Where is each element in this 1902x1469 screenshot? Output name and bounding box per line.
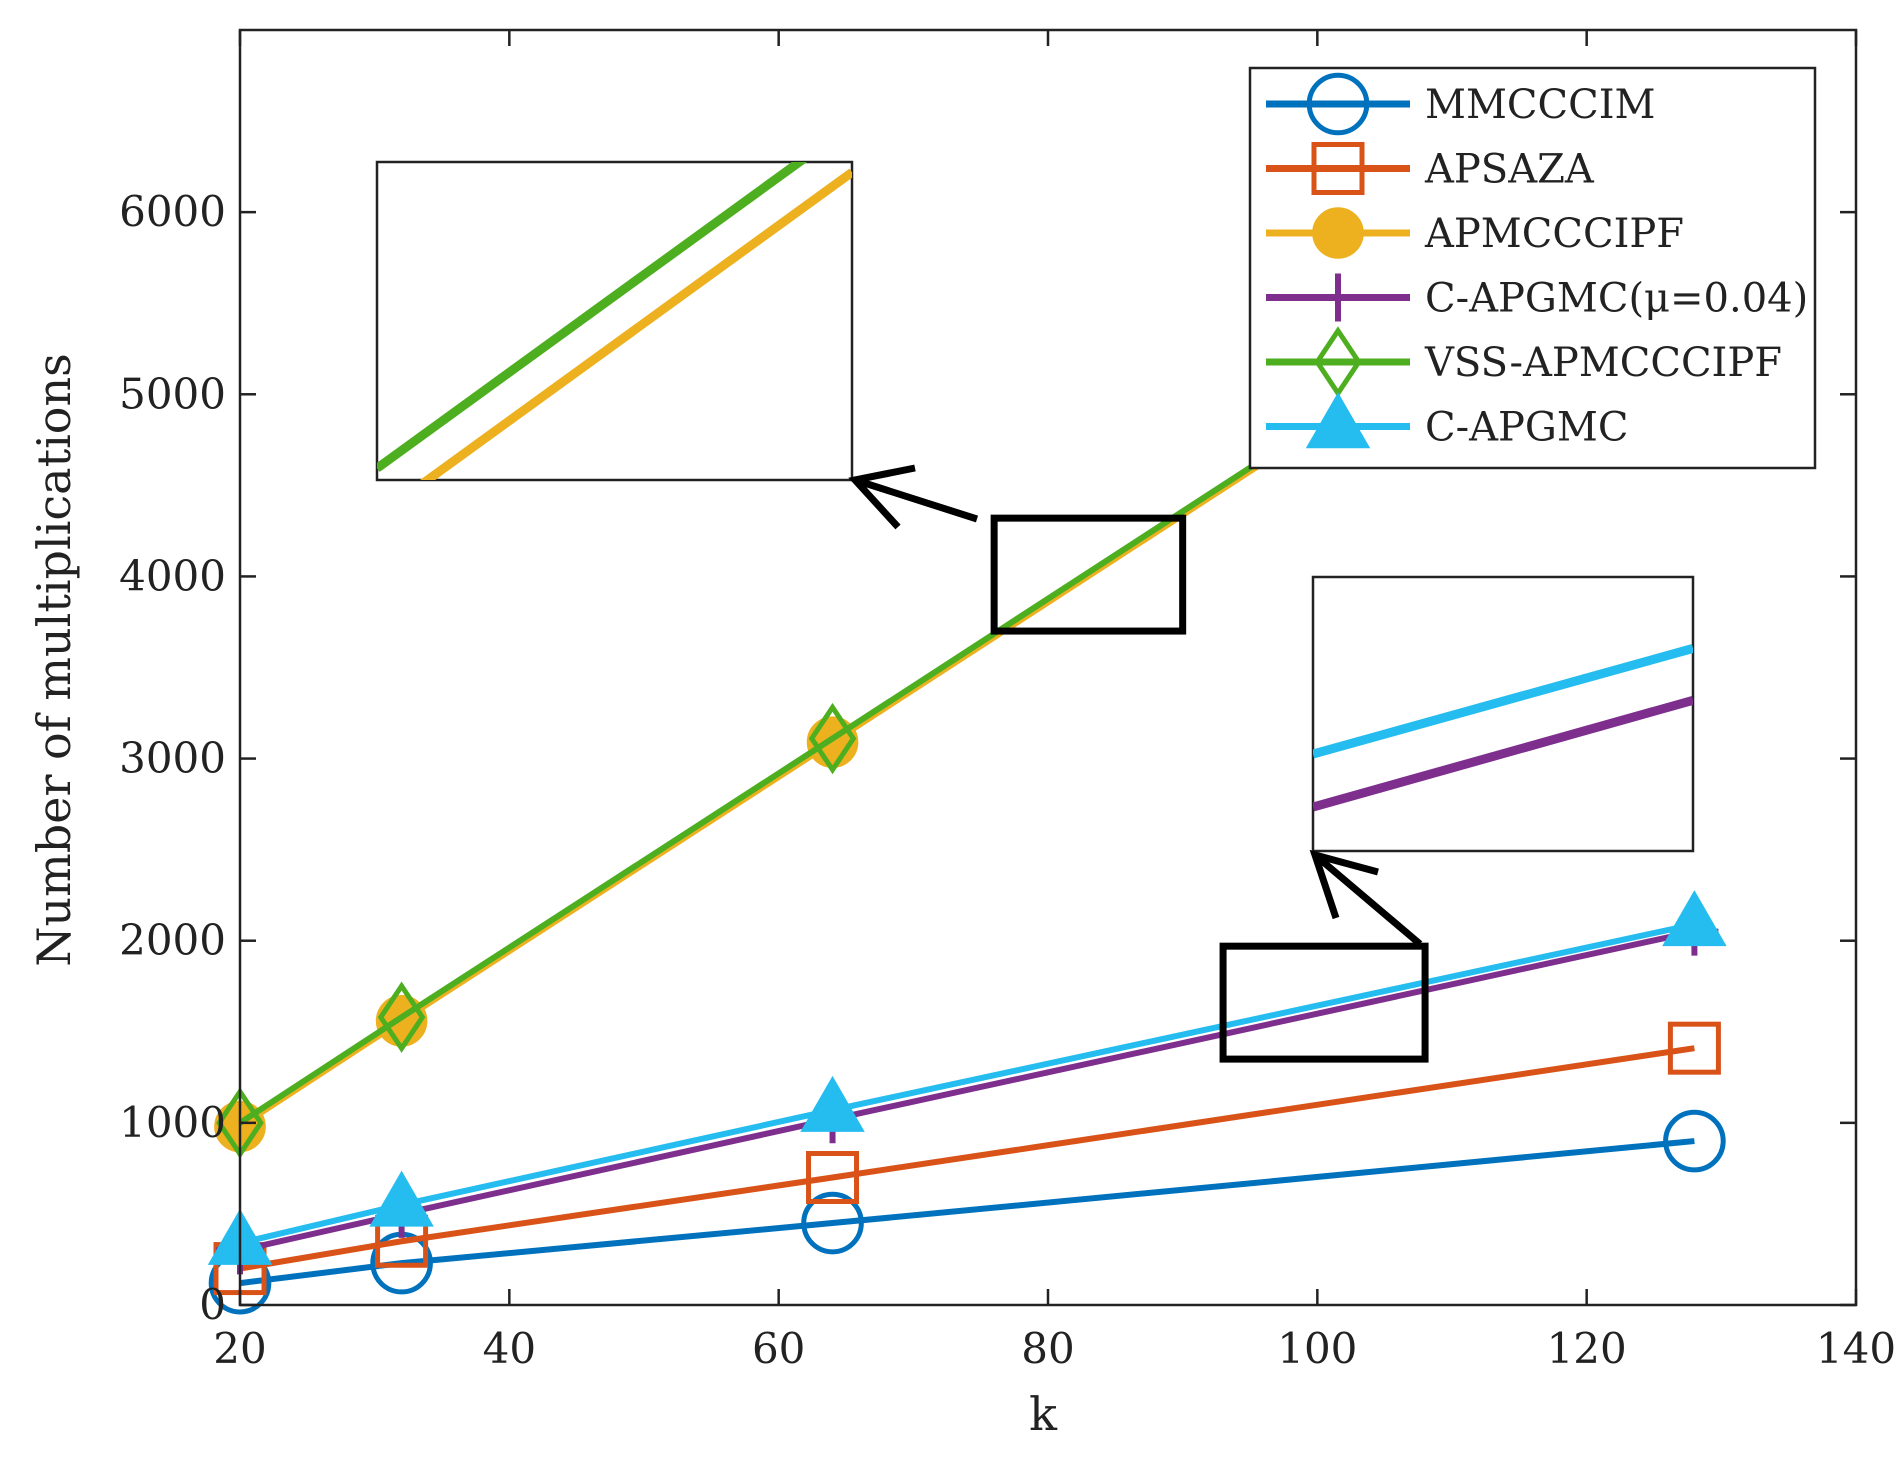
axes: 20 40 60 80 100 120 140 0 1000 2000 3000 4000 5000 60… — [119, 28, 1896, 1373]
legend-item-2: APMCCCIPF — [1266, 207, 1684, 259]
zoom-inset-0 — [375, 160, 1187, 635]
inset-box-0 — [375, 160, 854, 482]
legend-swatch-marker-2 — [1312, 207, 1364, 259]
series-point-5-3 — [1662, 890, 1727, 947]
inset-lines-0 — [377, 162, 852, 480]
y-tick-label-3: 3000 — [119, 734, 226, 783]
series-point-5-2 — [800, 1075, 865, 1132]
series-point-4-2 — [808, 702, 857, 775]
y-tick-label-5: 5000 — [119, 369, 226, 418]
x-tick-label-2: 60 — [752, 1324, 805, 1373]
legend-swatch-marker-0 — [1306, 72, 1370, 136]
y-tick-label-2: 2000 — [119, 916, 226, 965]
zoom-inset-1 — [1219, 575, 1695, 1063]
series-line-5 — [239, 921, 1696, 1246]
legend-item-0: MMCCCIM — [1266, 72, 1656, 136]
legend-label-2: APMCCCIPF — [1424, 211, 1684, 257]
series-line-3 — [239, 928, 1696, 1254]
series-point-1-2 — [806, 1151, 860, 1204]
x-tick-label-1: 40 — [483, 1324, 536, 1373]
series-line-0 — [239, 1138, 1695, 1287]
legend-label-5: C-APGMC — [1425, 405, 1628, 451]
legend-item-3: C-APGMC(μ=0.04) — [1266, 273, 1808, 322]
legend-swatch-marker-5 — [1305, 392, 1371, 449]
x-tick-label-5: 120 — [1547, 1324, 1627, 1373]
zoom-region-0 — [990, 514, 1187, 635]
y-tick-label-4: 4000 — [119, 551, 226, 600]
legend-swatch-marker-3 — [1314, 273, 1362, 322]
legend-label-0: MMCCCIM — [1425, 82, 1656, 128]
series-line-1 — [239, 1045, 1695, 1272]
x-tick-label-0: 20 — [213, 1324, 266, 1373]
series-point-0-2 — [801, 1191, 864, 1255]
inset-line-0-1 — [419, 168, 852, 480]
inset-line-1-1 — [1313, 696, 1693, 812]
x-tick-label-6: 140 — [1816, 1324, 1896, 1373]
legend-item-4: VSS-APMCCCIPF — [1266, 326, 1782, 398]
series-point-1-3 — [1667, 1021, 1721, 1075]
legend-label-4: VSS-APMCCCIPF — [1424, 340, 1782, 386]
zoom-region-1 — [1219, 942, 1429, 1063]
x-tick-label-4: 100 — [1277, 1324, 1357, 1373]
zoom-insets — [375, 160, 1695, 1063]
series-point-4-1 — [377, 981, 426, 1053]
legend-label-3: C-APGMC(μ=0.04) — [1425, 276, 1808, 322]
series-point-5-1 — [369, 1170, 434, 1227]
y-tick-label-0: 0 — [199, 1280, 226, 1329]
y-tick-label-1: 1000 — [119, 1098, 226, 1147]
legend-item-1: APSAZA — [1266, 142, 1595, 195]
series-point-0-3 — [1663, 1109, 1726, 1173]
series-5 — [207, 890, 1727, 1265]
y-axis-label: Number of multiplications — [27, 353, 81, 966]
inset-arrow-1 — [1309, 849, 1423, 947]
inset-lines-1 — [1313, 644, 1693, 812]
x-axis-label: k — [1029, 1387, 1058, 1441]
legend-swatch-marker-1 — [1311, 142, 1365, 195]
inset-arrow-0 — [848, 464, 979, 530]
legend-label-1: APSAZA — [1424, 147, 1595, 193]
inset-line-0-0 — [377, 162, 808, 472]
inset-line-1-0 — [1313, 644, 1693, 759]
legend-item-5: C-APGMC — [1266, 392, 1628, 451]
x-tick-label-3: 80 — [1021, 1324, 1074, 1373]
y-tick-label-6: 6000 — [119, 187, 226, 236]
legend: MMCCCIM APSAZA APMCCCIPF C-APGMC(μ=0.04) VSS… — [1248, 66, 1817, 470]
